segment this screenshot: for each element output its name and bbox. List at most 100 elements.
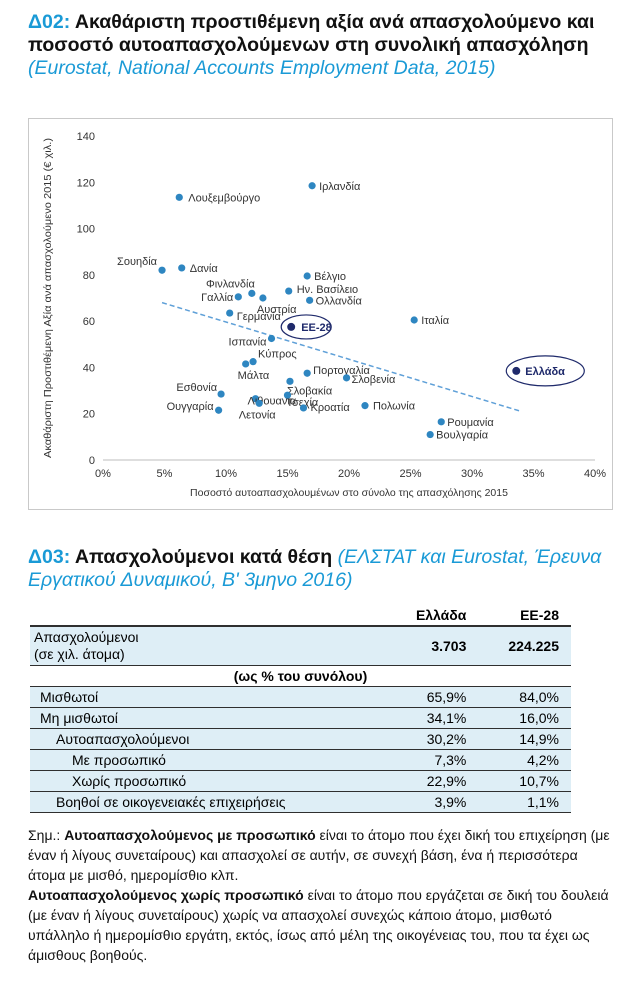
table-header-row: Ελλάδα ΕΕ-28 [30, 605, 571, 627]
chart-code: Δ02: [28, 11, 71, 33]
table-title-text: Απασχολούμενοι κατά θέση [74, 546, 333, 568]
note-text2: είναι το άτομο που εργάζεται σε δική του… [28, 887, 609, 963]
point-label: Κύπρος [258, 349, 297, 361]
row-greece: 34,1% [386, 707, 479, 729]
point-label: Ισπανία [229, 337, 268, 349]
highlight-point [287, 322, 296, 331]
y-tick-label: 120 [77, 177, 95, 189]
point-label: Λουξεμβούργο [188, 192, 260, 204]
point-label: Γαλλία [201, 292, 234, 304]
employed-label-line2: (σε χιλ. άτομα) [34, 646, 125, 662]
data-point [361, 402, 369, 410]
row-greece: 65,9% [386, 686, 479, 708]
point-label: Ολλανδία [316, 295, 363, 307]
point-label: Κροατία [310, 402, 350, 414]
highlight-label: ΕΕ-28 [301, 322, 332, 334]
x-tick-label: 30% [461, 468, 483, 480]
y-tick-label: 140 [77, 131, 95, 143]
row-greece: 7,3% [386, 749, 479, 771]
data-point [285, 287, 293, 295]
chart-title: Δ02: Ακαθάριστη προστιθέμενη αξία ανά απ… [28, 11, 618, 80]
point-label: Φινλανδία [206, 278, 255, 290]
x-tick-label: 15% [276, 468, 298, 480]
x-tick-label: 25% [399, 468, 421, 480]
y-tick-label: 0 [89, 455, 95, 467]
row-eu: 84,0% [478, 686, 571, 708]
point-label: Λετονία [239, 409, 277, 421]
row-eu: 1,1% [478, 791, 571, 813]
row-label: Αυτοαπασχολούμενοι [30, 728, 386, 750]
chart-source: (Eurostat, National Accounts Employment … [28, 57, 496, 79]
row-label: Μισθωτοί [30, 686, 386, 708]
header-greece: Ελλάδα [386, 605, 479, 627]
point-label: Εσθονία [176, 382, 217, 394]
data-point [426, 430, 434, 439]
point-label: Αυστρία [257, 304, 297, 316]
highlight-label: Ελλάδα [525, 366, 565, 378]
data-point [175, 193, 183, 201]
header-blank [30, 605, 386, 627]
highlight-ellipse [505, 355, 585, 387]
x-tick-label: 0% [95, 468, 111, 480]
data-point [158, 266, 166, 274]
data-point [259, 294, 267, 302]
point-label: Μάλτα [238, 370, 270, 382]
point-label: Γερμανία [237, 311, 282, 323]
data-point [234, 293, 242, 301]
data-point [267, 334, 276, 343]
header-eu: ΕΕ-28 [478, 605, 571, 627]
scatter-chart: 0 20 40 60 80 100 120 140 0% 5% 10% 15% 20% 25% 30% 35%… [42, 131, 606, 499]
note-term1: Αυτοαπασχολούμενος με προσωπικό [64, 827, 316, 843]
point-label: Ιρλανδία [319, 181, 361, 193]
table-title: Δ03: Απασχολούμενοι κατά θέση (ΕΛΣΤΑΤ κα… [28, 546, 618, 592]
point-label: Σλοβακία [287, 385, 333, 397]
table-source: (ΕΛΣΤΑΤ και Eurostat, Έρευνα Εργατικού Δ… [28, 546, 602, 591]
table-row: Χωρίς προσωπικό 22,9% 10,7% [30, 770, 571, 792]
y-tick-label: 80 [83, 270, 95, 282]
y-tick-label: 100 [77, 224, 95, 236]
employed-greece: 3.703 [386, 626, 479, 666]
table-row: Αυτοαπασχολούμενοι 30,2% 14,9% [30, 728, 571, 750]
point-label: Τσεχία [287, 397, 319, 409]
point-label: Βέλγιο [314, 271, 346, 283]
employed-label: Απασχολούμενοι (σε χιλ. άτομα) [30, 626, 386, 666]
data-point [217, 390, 225, 398]
row-greece: 30,2% [386, 728, 479, 750]
table-row: Βοηθοί σε οικογενειακές επιχειρήσεις 3,9… [30, 791, 571, 813]
data-point [215, 406, 223, 414]
employment-table: Ελλάδα ΕΕ-28 Απασχολούμενοι (σε χιλ. άτο… [30, 605, 571, 813]
point-label: Ρουμανία [447, 417, 494, 429]
note-prefix: Σημ.: [28, 827, 65, 843]
data-point [437, 418, 445, 426]
data-point [303, 369, 311, 377]
x-tick-label: 5% [157, 468, 173, 480]
row-eu: 10,7% [478, 770, 571, 792]
pct-header-row: (ως % του συνόλου) [30, 665, 571, 687]
employed-eu: 224.225 [478, 626, 571, 666]
point-label: Σλοβενία [352, 374, 396, 386]
data-point [286, 377, 294, 385]
data-point [342, 374, 351, 382]
x-tick-label: 10% [215, 468, 237, 480]
row-label: Χωρίς προσωπικό [30, 770, 386, 792]
data-point [303, 272, 311, 280]
data-point [299, 404, 308, 412]
x-tick-label: 35% [522, 468, 544, 480]
trendline [161, 301, 522, 413]
employed-label-line1: Απασχολούμενοι [34, 629, 139, 645]
row-eu: 16,0% [478, 707, 571, 729]
table-row: Με προσωπικό 7,3% 4,2% [30, 749, 571, 771]
employed-row: Απασχολούμενοι (σε χιλ. άτομα) 3.703 224… [30, 626, 571, 666]
row-label: Βοηθοί σε οικογενειακές επιχειρήσεις [30, 791, 386, 813]
row-label: Με προσωπικό [30, 749, 386, 771]
note-term2: Αυτοαπασχολούμενος χωρίς προσωπικό [28, 887, 304, 903]
point-label: Σουηδία [117, 256, 158, 268]
data-point [248, 289, 256, 297]
y-tick-label: 60 [83, 316, 95, 328]
note-text1: είναι το άτομο που έχει δική του επιχείρ… [28, 827, 610, 883]
y-tick-label: 20 [83, 409, 95, 421]
data-point [283, 391, 292, 399]
data-point [255, 399, 263, 407]
row-greece: 3,9% [386, 791, 479, 813]
row-eu: 4,2% [478, 749, 571, 771]
